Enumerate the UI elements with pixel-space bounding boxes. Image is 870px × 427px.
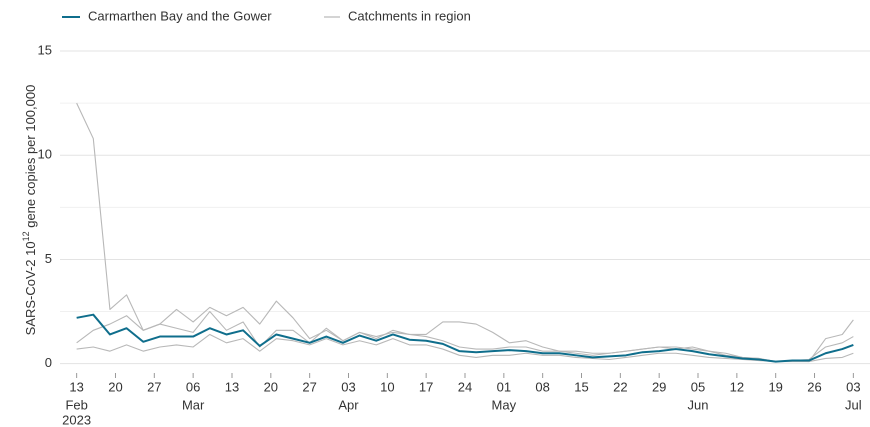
y-axis-label: SARS-CoV-2 1012 gene copies per 100,000 [21,85,38,336]
x-month-label: May [492,397,517,412]
region-line [76,333,854,363]
x-tick-label: 03 [341,379,355,394]
y-tick-label: 0 [45,355,52,370]
x-tick-label: 27 [302,379,316,394]
x-tick-label: 10 [380,379,394,394]
legend-label: Carmarthen Bay and the Gower [88,8,272,23]
x-tick-label: 17 [419,379,433,394]
x-tick-label: 24 [458,379,472,394]
x-tick-label: 27 [147,379,161,394]
x-tick-label: 03 [846,379,860,394]
x-month-label: Mar [182,397,205,412]
x-year-label: 2023 [62,412,91,427]
series-line [76,313,854,363]
region-line [76,311,854,363]
x-month-label: Jul [845,397,862,412]
x-tick-label: 20 [264,379,278,394]
x-tick-label: 15 [574,379,588,394]
y-axis-label-part: gene copies per 100,000 [23,85,38,232]
y-tick-label: 10 [38,147,52,162]
x-tick-label: 22 [613,379,627,394]
y-tick-label: 5 [45,251,52,266]
x-tick-label: 06 [186,379,200,394]
x-tick-label: 01 [497,379,511,394]
x-tick-label: 05 [691,379,705,394]
region-line [76,102,854,363]
y-axis-label-sup: 12 [21,231,31,241]
x-tick-label: 29 [652,379,666,394]
x-month-label: Jun [688,397,709,412]
x-tick-label: 19 [768,379,782,394]
x-month-label: Apr [338,397,359,412]
x-tick-label: 26 [807,379,821,394]
y-axis-label-part: SARS-CoV-2 10 [23,241,38,335]
legend-label: Catchments in region [348,8,471,23]
x-month-label: Feb [65,397,87,412]
x-tick-label: 13 [225,379,239,394]
y-tick-label: 15 [38,42,52,57]
x-tick-label: 12 [730,379,744,394]
x-tick-label: 13 [69,379,83,394]
x-tick-label: 08 [535,379,549,394]
x-tick-label: 20 [108,379,122,394]
